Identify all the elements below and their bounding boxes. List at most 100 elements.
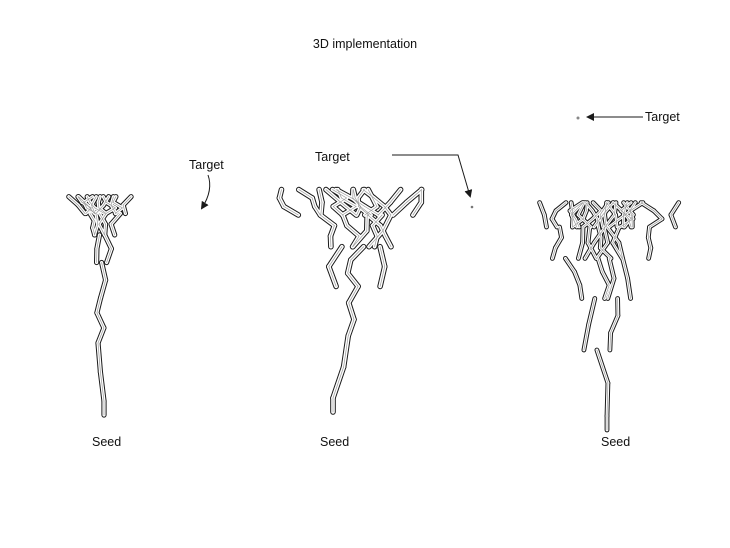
tube-segment [577, 214, 592, 228]
tube-segment [78, 196, 88, 206]
tube-segment [77, 196, 83, 203]
tube-segment [298, 189, 313, 199]
tube-segment [319, 214, 335, 226]
tube-segment [570, 202, 574, 216]
tube-segment [647, 226, 650, 238]
tube-segment [670, 202, 680, 216]
tube-segment [629, 210, 634, 220]
tube-segment [601, 271, 610, 286]
tube-segment [98, 223, 105, 236]
tube-segment [612, 242, 623, 259]
tube-segment [614, 202, 617, 216]
tube-segment [597, 218, 599, 228]
tube-segment [599, 202, 609, 216]
tube-segment [543, 214, 547, 228]
tube-segment [97, 327, 105, 344]
tube-segment [607, 278, 615, 299]
tube-segment [341, 206, 357, 216]
tube-segment [328, 246, 343, 267]
branching-structure-medium [276, 186, 425, 415]
seed-label-2: Seed [320, 435, 350, 449]
tube-segment [372, 225, 378, 237]
tube-segment [379, 246, 386, 267]
tube-segment [555, 202, 567, 212]
tube-segment [653, 210, 663, 220]
tube-segment [572, 218, 584, 228]
tube-segment [599, 214, 604, 228]
tube-segment [81, 201, 92, 209]
tube-segment [565, 258, 575, 273]
tube-segment [328, 266, 337, 287]
tube-segment [380, 225, 386, 237]
branching-structure-sparse [537, 200, 682, 433]
tube-segment [592, 210, 602, 220]
tube-segment [352, 189, 356, 199]
tube-segment [99, 213, 106, 225]
tube-segment [347, 319, 355, 337]
tube-segment [670, 214, 676, 228]
tube-segment [584, 242, 595, 259]
seed-label-3: Seed [601, 435, 631, 449]
tube-segment [372, 214, 383, 226]
tube-segment [627, 278, 631, 299]
tube-segment [571, 214, 578, 228]
tube-segment [104, 223, 106, 236]
tube-segment [604, 284, 610, 299]
tube-segment [97, 342, 101, 373]
tube-segment [86, 196, 91, 203]
target-point-3 [576, 116, 580, 120]
tube-segment [608, 258, 615, 279]
tube-segment [555, 237, 562, 249]
tube-segment [368, 230, 384, 248]
tube-segment [92, 220, 95, 229]
tube-segment [379, 266, 386, 287]
tube-segment [332, 197, 347, 207]
tube-segment [606, 382, 609, 417]
tube-segment [320, 201, 323, 216]
tube-segment [588, 298, 596, 325]
tube-segment [106, 248, 112, 263]
tube-segment [110, 223, 116, 236]
tube-segment [596, 349, 609, 384]
tube-segment [629, 202, 636, 212]
tube-segment [330, 225, 335, 237]
tube-segment [94, 223, 99, 236]
tube-segment [593, 226, 606, 244]
tube-segment [571, 202, 584, 216]
tube-segment [89, 213, 95, 221]
tube-segment [103, 196, 110, 206]
tube-segment [406, 189, 423, 203]
tube-segment [100, 279, 106, 299]
tube-segment [551, 210, 557, 220]
tube-segment [351, 197, 366, 207]
tube-segment [629, 202, 644, 212]
tube-segment [612, 226, 620, 244]
tube-segment [606, 202, 616, 216]
tube-segment [382, 214, 392, 232]
tube-segment [96, 297, 101, 314]
tube-segment [583, 323, 590, 351]
tube-segment [325, 189, 342, 203]
tube-segment [332, 189, 347, 199]
tube-segment [95, 204, 104, 214]
tube-segment [95, 213, 99, 225]
tube-segment [606, 226, 620, 244]
tube-segment [597, 258, 603, 273]
tube-segment [97, 196, 101, 203]
tube-segment [348, 286, 359, 304]
tube-segment [335, 189, 352, 199]
tube-segment [574, 271, 581, 286]
tube-segment [348, 302, 355, 320]
tube-segment [83, 196, 93, 203]
target-label-2: Target [315, 150, 350, 164]
tube-segment [77, 204, 86, 214]
branching-structure-dense [66, 194, 134, 418]
tube-segment [599, 247, 612, 259]
tube-segment [587, 242, 597, 259]
tube-segment [98, 207, 107, 214]
tube-segment [587, 226, 591, 244]
tube-segment [577, 202, 585, 216]
tube-segment [367, 214, 381, 226]
tube-segment [622, 258, 628, 279]
